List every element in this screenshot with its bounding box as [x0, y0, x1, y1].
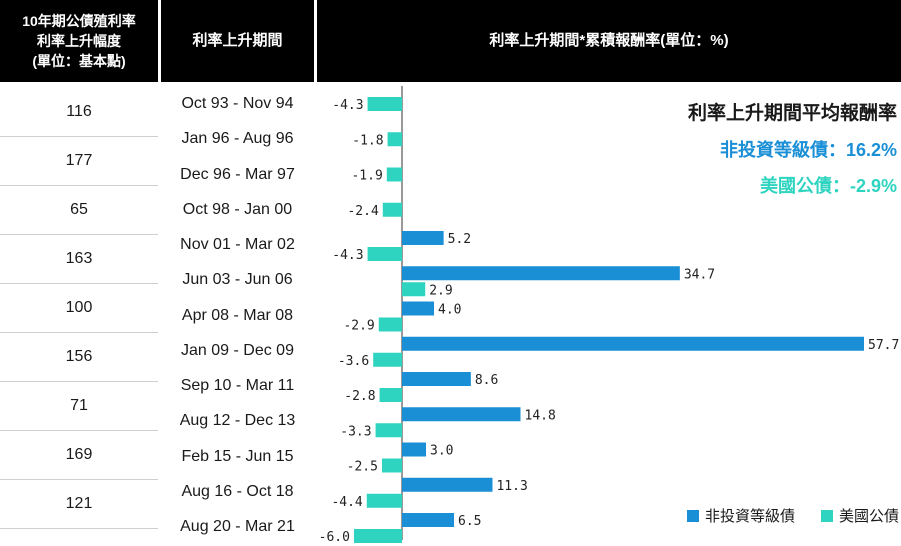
- period-label: Aug 16 - Oct 18: [181, 482, 294, 500]
- period-label: Sep 10 - Mar 11: [180, 377, 295, 394]
- hy-bar: [402, 372, 471, 386]
- period-label: Nov 01 - Mar 02: [180, 236, 295, 253]
- hy-bar: [402, 513, 455, 527]
- hy-value-label: 3.0: [430, 444, 453, 459]
- ust-value-label: -1.9: [351, 169, 382, 184]
- ust-bar: [367, 247, 402, 261]
- period-label: Feb 15 - Jun 15: [181, 447, 294, 465]
- rate-move-cell: 116: [0, 88, 158, 137]
- ust-value-label: -4.3: [332, 248, 363, 263]
- ust-value-label: -2.5: [347, 460, 378, 475]
- period-label: Oct 98 - Jan 00: [182, 200, 293, 218]
- header-rate-move: 10年期公債殖利率 利率上升幅度 (單位：基本點): [0, 0, 158, 82]
- legend-hy-swatch: [686, 509, 699, 522]
- ust-value-label: -2.8: [344, 389, 375, 404]
- header-returns: 利率上升期間*累積報酬率(單位：%): [317, 0, 901, 82]
- ust-bar: [387, 132, 402, 147]
- hy-value-label: 5.2: [448, 232, 471, 247]
- header-period: 利率上升期間: [161, 0, 314, 82]
- header-rate-move-label: 10年期公債殖利率 利率上升幅度 (單位：基本點): [22, 12, 136, 70]
- hy-value-label: 4.0: [438, 303, 461, 318]
- period-label: Apr 08 - Mar 08: [181, 306, 294, 324]
- annotation-ust-average: 美國公債：-2.9%: [759, 176, 897, 196]
- hy-value-label: 8.6: [475, 373, 498, 388]
- hy-bar: [402, 407, 521, 422]
- ust-bar: [373, 352, 402, 367]
- hy-bar: [402, 266, 680, 281]
- ust-value-label: -4.3: [332, 98, 363, 113]
- ust-value-label: -1.8: [352, 133, 383, 148]
- ust-value-label: -4.4: [331, 495, 362, 510]
- hy-bar: [402, 442, 427, 457]
- ust-bar: [402, 282, 426, 297]
- ust-bar: [366, 493, 402, 508]
- legend-hy-label: 非投資等級債: [704, 508, 795, 525]
- ust-value-label: -3.3: [340, 424, 371, 439]
- period-label: Dec 96 - Mar 97: [180, 165, 295, 183]
- period-label: Jun 03 - Jun 06: [182, 271, 293, 289]
- hy-value-label: 34.7: [684, 267, 715, 282]
- hy-value-label: 6.5: [458, 514, 481, 529]
- ust-bar: [375, 423, 402, 438]
- returns-bar-chart: -4.3 -1.8 -1.9 -2.4 5.2 -4.3 34.7 2.9 4.0 -2.9 57.…: [319, 86, 899, 545]
- hy-value-label: 11.3: [496, 479, 527, 494]
- hy-value-label: 14.8: [525, 408, 556, 423]
- rate-move-cell: 163: [0, 235, 158, 284]
- ust-bar: [378, 317, 402, 332]
- legend-ust-swatch: [820, 509, 833, 522]
- ust-bar: [381, 458, 402, 473]
- hy-bar: [402, 477, 493, 492]
- ust-bar: [386, 167, 402, 182]
- period-label: Aug 12 - Dec 13: [179, 412, 296, 430]
- hy-bar: [402, 231, 444, 245]
- ust-bar: [367, 97, 402, 111]
- ust-value-label: -6.0: [319, 530, 350, 545]
- header-period-label: 利率上升期間: [192, 32, 283, 50]
- rate-move-cell: 121: [0, 480, 158, 529]
- ust-bar: [379, 388, 402, 402]
- annotation-hy-average: 非投資等級債：16.2%: [719, 140, 897, 160]
- rate-move-cell: 169: [0, 431, 158, 480]
- ust-bar: [353, 529, 402, 543]
- hy-value-label: 57.7: [868, 338, 899, 353]
- ust-value-label: 2.9: [429, 283, 452, 298]
- chart-legend: 非投資等級債 美國公債: [686, 505, 899, 526]
- hy-bar: [402, 301, 435, 316]
- ust-value-label: -3.6: [338, 354, 369, 369]
- rate-move-cell: 177: [0, 137, 158, 186]
- header-returns-label: 利率上升期間*累積報酬率(單位：%): [489, 32, 729, 50]
- period-label: Oct 93 - Nov 94: [181, 95, 294, 112]
- period-label: Jan 96 - Aug 96: [181, 130, 294, 148]
- rate-move-cell: 156: [0, 333, 158, 382]
- rate-move-cell: 65: [0, 186, 158, 235]
- hy-bar: [402, 336, 864, 351]
- period-label: Aug 20 - Mar 21: [180, 518, 295, 535]
- rate-move-cell: 71: [0, 382, 158, 431]
- ust-value-label: -2.4: [347, 204, 378, 219]
- annotation-title: 利率上升期間平均報酬率: [687, 103, 897, 124]
- legend-ust-label: 美國公債: [838, 508, 899, 525]
- period-label: Jan 09 - Dec 09: [181, 341, 294, 359]
- ust-value-label: -2.9: [343, 319, 374, 334]
- rate-move-cell: 100: [0, 284, 158, 333]
- ust-bar: [382, 202, 402, 217]
